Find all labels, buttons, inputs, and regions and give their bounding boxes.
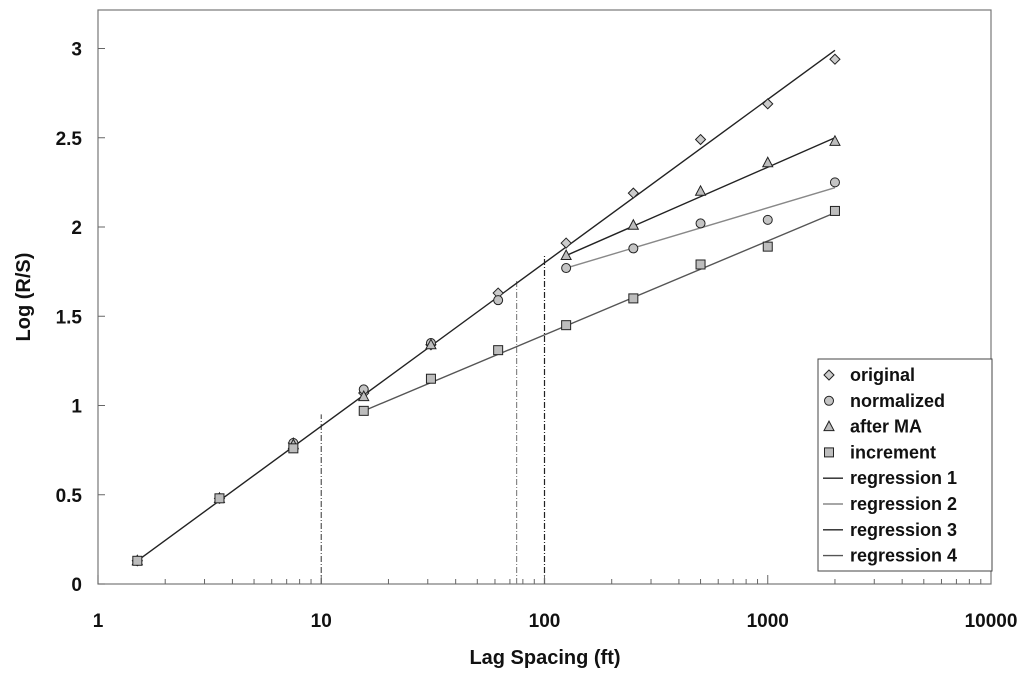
y-tick-label: 0 bbox=[71, 575, 82, 596]
legend-box bbox=[817, 358, 993, 572]
y-tick-label: 1 bbox=[71, 397, 82, 418]
legend-increment-marker bbox=[824, 447, 834, 458]
after-ma-point bbox=[560, 248, 572, 261]
normalized-point bbox=[561, 263, 572, 274]
normalized-point bbox=[695, 218, 706, 229]
after-ma-point bbox=[829, 134, 841, 146]
increment-point bbox=[132, 555, 143, 566]
y-axis: 0 0.5 1 1.5 2 2.5 3 bbox=[56, 40, 105, 596]
original-point bbox=[829, 53, 841, 65]
x-tick-label: 1 bbox=[93, 611, 104, 632]
legend-normalized-label: normalized bbox=[850, 391, 945, 411]
data-points bbox=[131, 53, 841, 567]
after-ma-point bbox=[357, 390, 370, 402]
normalized-point bbox=[762, 214, 773, 225]
y-axis-title: Log (R/S) bbox=[13, 253, 35, 342]
increment-point bbox=[695, 259, 706, 270]
y-tick-label: 0.5 bbox=[56, 486, 83, 507]
increment-point bbox=[493, 345, 504, 356]
legend-normalized-marker bbox=[824, 395, 834, 406]
original-point bbox=[762, 98, 774, 110]
x-axis-title: Lag Spacing (ft) bbox=[469, 647, 620, 669]
increment-point bbox=[425, 373, 436, 384]
legend-regression-4-label: regression 4 bbox=[850, 546, 957, 566]
regression-3-line bbox=[565, 137, 836, 257]
after-ma-point bbox=[425, 338, 437, 350]
increment-point bbox=[829, 205, 840, 216]
x-tick-label: 10000 bbox=[965, 611, 1018, 632]
increment-point bbox=[762, 241, 773, 252]
legend-regression-2-label: regression 2 bbox=[850, 494, 957, 514]
increment-point bbox=[358, 405, 369, 416]
x-tick-label: 1000 bbox=[747, 611, 789, 632]
x-tick-label: 100 bbox=[529, 611, 561, 632]
legend-after-ma-marker bbox=[823, 420, 835, 432]
after-ma-point bbox=[761, 156, 774, 168]
legend: original normalized after MA increment regre… bbox=[817, 358, 993, 572]
y-tick-label: 1.5 bbox=[56, 307, 83, 328]
original-point bbox=[694, 133, 707, 146]
legend-after-ma-label: after MA bbox=[850, 417, 922, 437]
increment-point bbox=[288, 443, 299, 454]
y-tick-label: 2.5 bbox=[56, 129, 83, 150]
legend-increment-label: increment bbox=[850, 442, 936, 462]
after-ma-point bbox=[694, 184, 707, 196]
increment-point bbox=[561, 320, 572, 331]
legend-original-marker bbox=[823, 369, 835, 381]
increment-point bbox=[628, 293, 639, 304]
y-tick-label: 3 bbox=[71, 40, 82, 61]
increment-point bbox=[214, 493, 225, 504]
legend-regression-1-label: regression 1 bbox=[850, 468, 957, 488]
original-point bbox=[560, 237, 572, 249]
normalized-point bbox=[493, 295, 504, 306]
normalized-point bbox=[628, 243, 639, 254]
x-tick-label: 10 bbox=[311, 611, 332, 632]
y-tick-label: 2 bbox=[71, 218, 82, 239]
original-point bbox=[627, 187, 640, 199]
regression-1-line bbox=[136, 49, 836, 562]
x-axis: 1 10 100 1000 10000 bbox=[93, 575, 1018, 632]
normalized-point bbox=[829, 177, 840, 188]
vertical-markers bbox=[320, 255, 546, 584]
after-ma-point bbox=[627, 218, 640, 230]
legend-original-label: original bbox=[850, 365, 915, 385]
legend-regression-3-label: regression 3 bbox=[850, 520, 957, 540]
regression-4-line bbox=[363, 212, 836, 412]
